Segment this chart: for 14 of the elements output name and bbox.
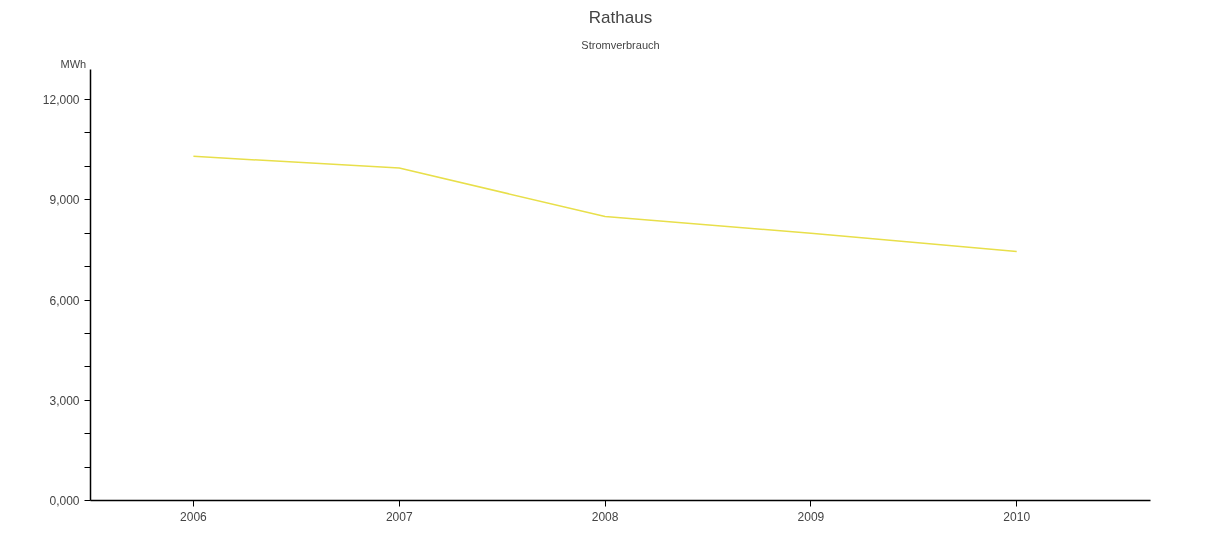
x-tick-label: 2009 bbox=[797, 509, 825, 524]
line-series bbox=[192, 155, 1018, 253]
x-tick-label: 2010 bbox=[1003, 509, 1031, 524]
y-tick-label: 9,000 bbox=[49, 193, 80, 208]
y-axis-title: MWh bbox=[60, 57, 87, 70]
y-tick-label: 0,000 bbox=[49, 494, 80, 508]
chart-subtitle: Stromverbrauch bbox=[581, 38, 660, 51]
x-tick-label: 2008 bbox=[591, 509, 619, 524]
y-tick-label: 3,000 bbox=[49, 393, 80, 408]
y-tick-label: 12,000 bbox=[42, 93, 80, 108]
y-tick-label: 6,000 bbox=[49, 293, 80, 308]
x-tick-label: 2007 bbox=[385, 509, 413, 524]
chart-title: Rathaus bbox=[588, 7, 653, 27]
x-tick-label: 2006 bbox=[180, 509, 208, 524]
